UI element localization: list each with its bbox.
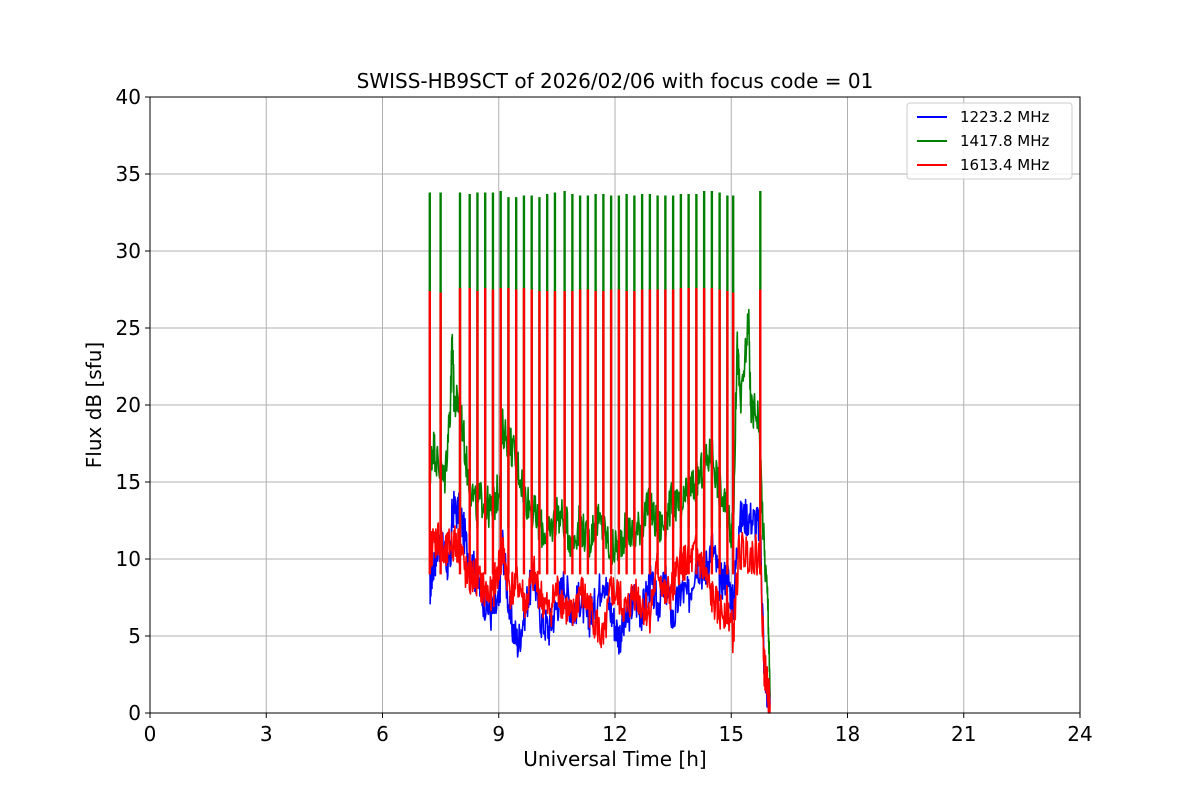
y-tick-label: 10 (116, 547, 141, 571)
y-tick-label: 30 (116, 239, 141, 263)
tick-layer: 0 3 6 9 12 15 18 21 24 0 5 10 15 20 25 30 35 40 (116, 85, 1093, 746)
y-tick-label: 0 (128, 701, 141, 725)
x-tick-label: 3 (260, 722, 273, 746)
chart-title: SWISS-HB9SCT of 2026/02/06 with focus co… (357, 69, 874, 93)
x-tick-label: 12 (602, 722, 627, 746)
legend-label-1613: 1613.4 MHz (960, 156, 1049, 174)
x-tick-label: 6 (376, 722, 389, 746)
y-tick-label: 15 (116, 470, 141, 494)
x-tick-label: 18 (835, 722, 860, 746)
y-tick-label: 40 (116, 85, 141, 109)
x-tick-label: 9 (492, 722, 505, 746)
calibration-spikes (428, 190, 762, 575)
y-axis-label: Flux dB [sfu] (82, 342, 106, 468)
y-tick-label: 5 (128, 624, 141, 648)
y-tick-label: 25 (116, 316, 141, 340)
legend-label-1223: 1223.2 MHz (960, 108, 1049, 126)
x-axis-label: Universal Time [h] (523, 747, 706, 771)
y-tick-label: 20 (116, 393, 141, 417)
series-layer (428, 190, 771, 714)
series-line (429, 522, 771, 714)
legend-label-1417: 1417.8 MHz (960, 132, 1049, 150)
x-tick-label: 21 (951, 722, 976, 746)
legend-box (906, 102, 1073, 180)
x-tick-label: 15 (719, 722, 744, 746)
series-line (429, 308, 771, 698)
y-tick-label: 35 (116, 162, 141, 186)
x-tick-label: 24 (1067, 722, 1092, 746)
series-14178-group (429, 308, 771, 698)
x-tick-label: 0 (144, 722, 157, 746)
legend: 1223.2 MHz 1417.8 MHz 1613.4 MHz (906, 102, 1073, 180)
series-16134-group (429, 522, 771, 714)
